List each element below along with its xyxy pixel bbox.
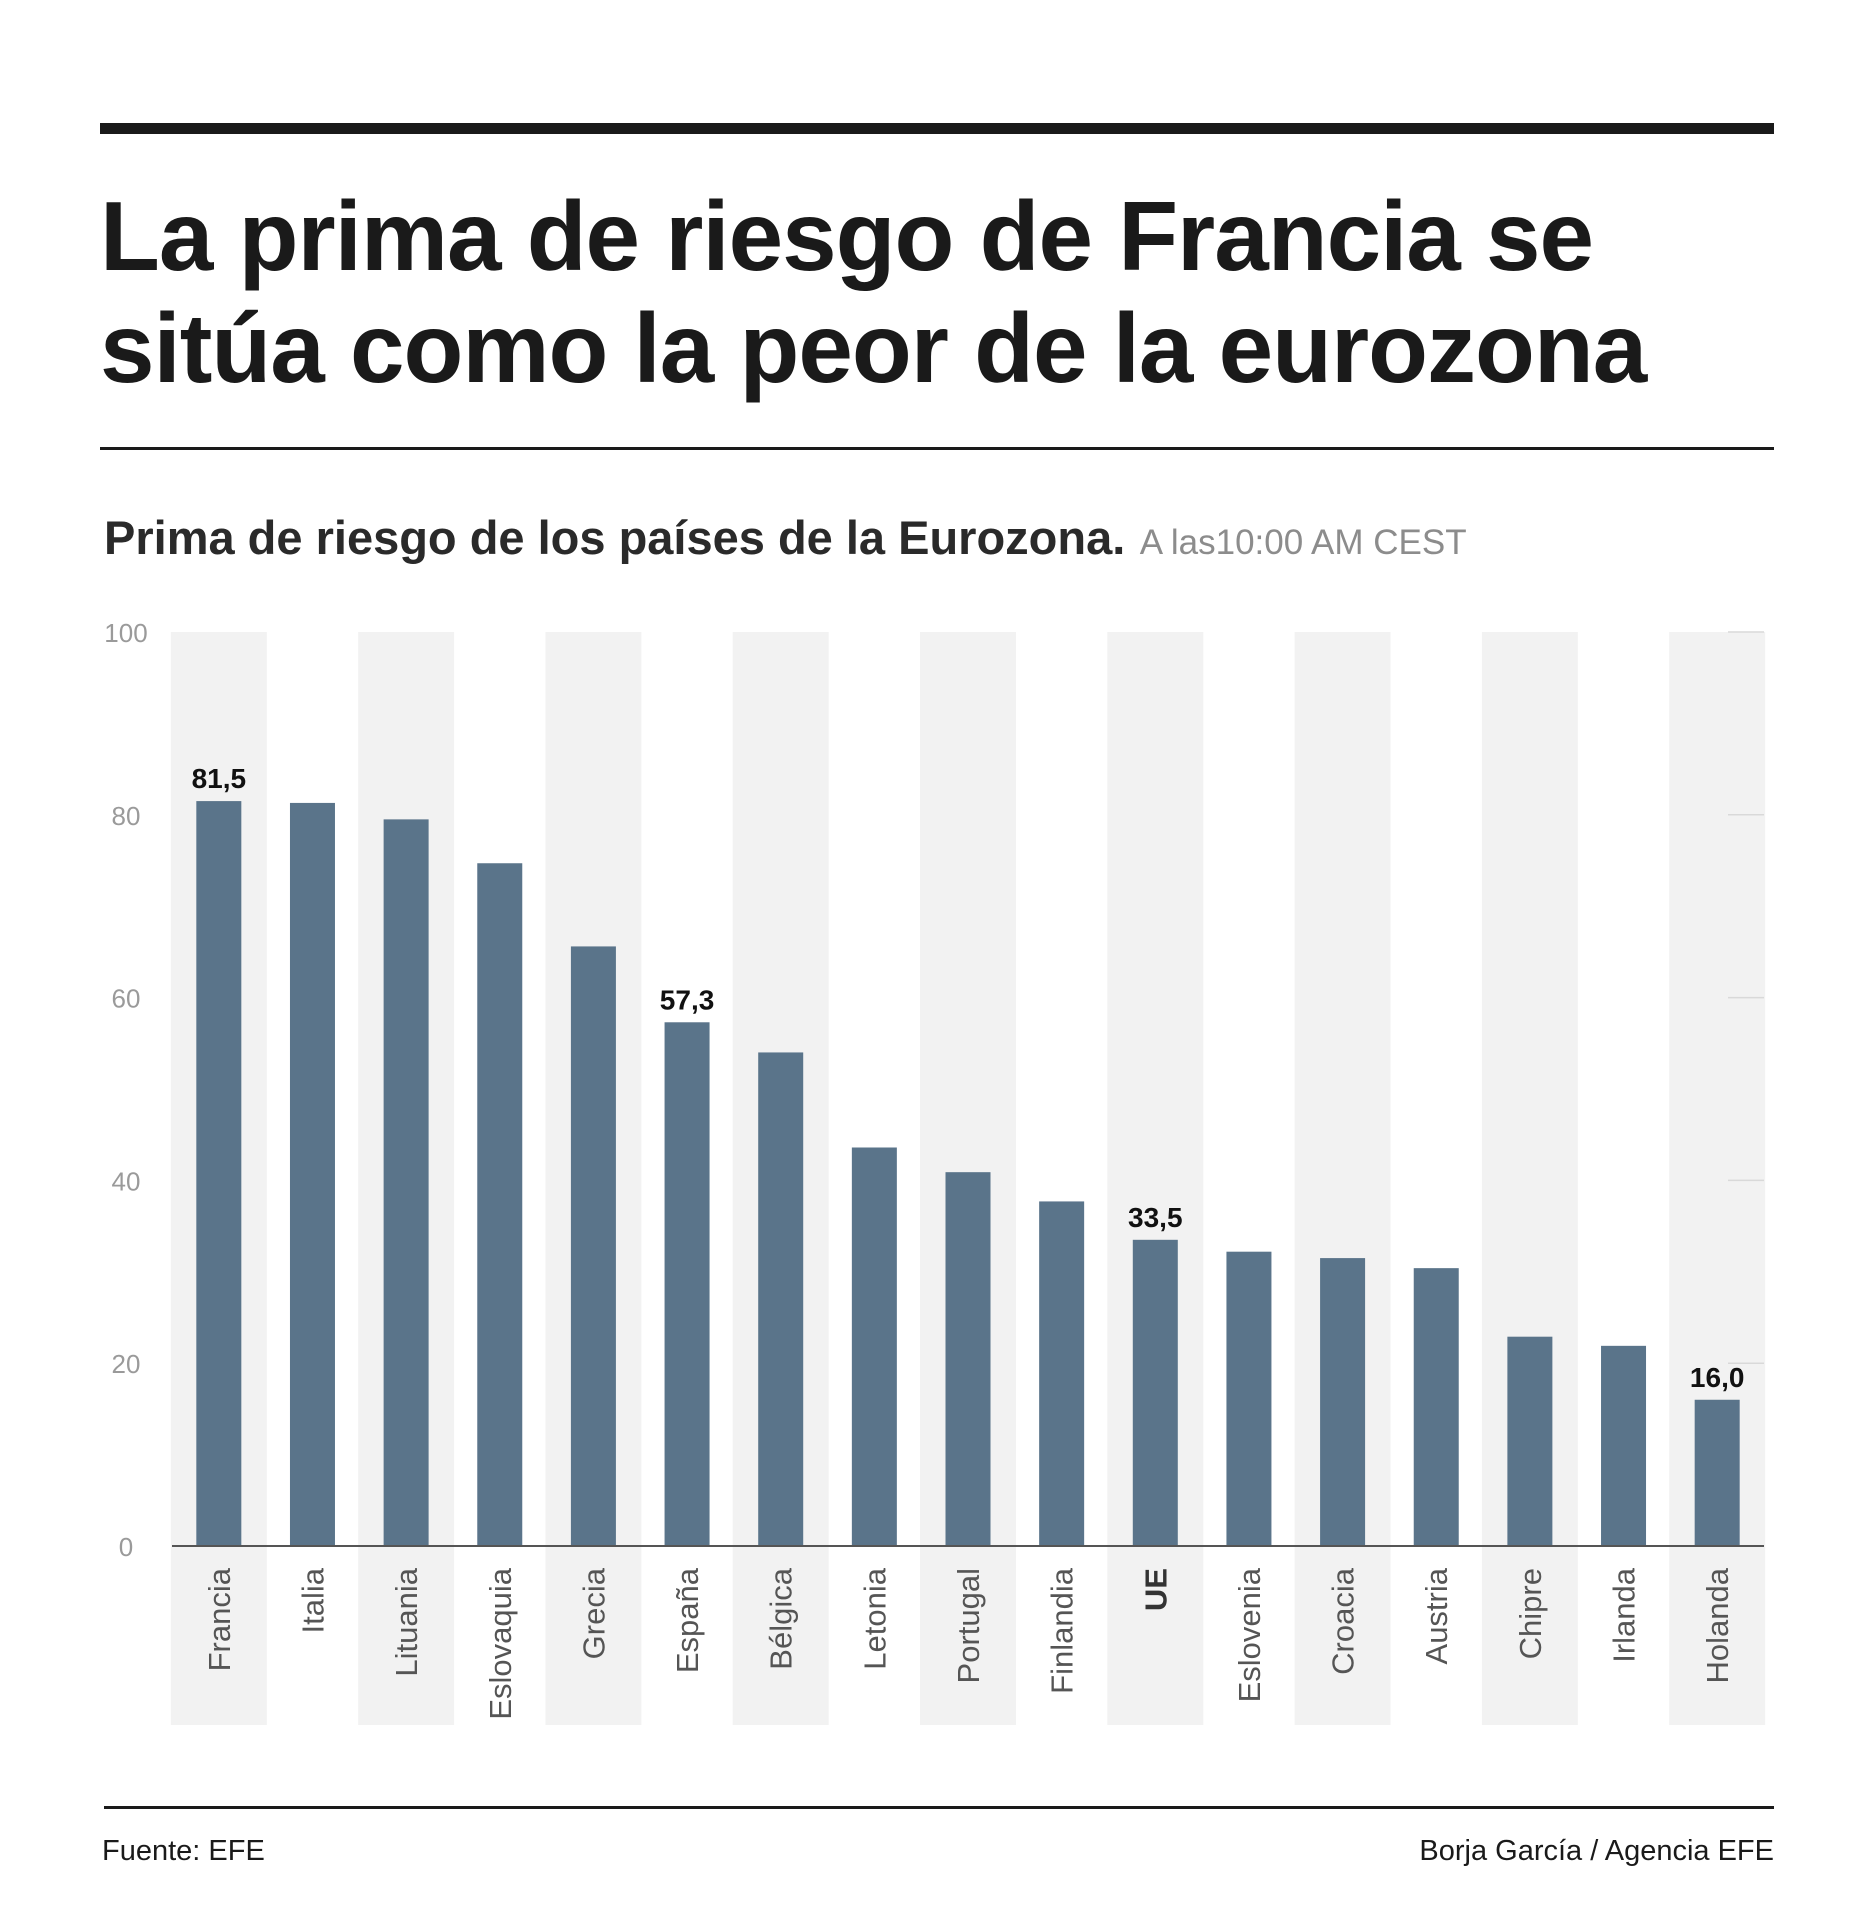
category-label: Irlanda	[1607, 1567, 1642, 1663]
top-rule	[100, 123, 1774, 134]
value-label: 16,0	[1690, 1362, 1745, 1393]
category-label: Italia	[295, 1567, 330, 1633]
bar	[664, 1022, 710, 1546]
bar	[196, 801, 242, 1546]
credit-note: Borja García / Agencia EFE	[1419, 1835, 1774, 1867]
bar	[1507, 1336, 1553, 1546]
bar	[851, 1147, 897, 1546]
category-label: Letonia	[857, 1567, 892, 1669]
bar	[945, 1172, 991, 1546]
bar	[289, 802, 335, 1546]
bar	[1694, 1399, 1740, 1546]
category-label: Portugal	[951, 1568, 986, 1683]
bar	[1226, 1251, 1272, 1546]
category-label: Francia	[202, 1567, 237, 1671]
value-label: 33,5	[1128, 1202, 1183, 1233]
subtitle-time-note: A las10:00 AM CEST	[1139, 523, 1467, 562]
column-band	[1107, 632, 1204, 1725]
value-labels: 81,5 57,3 33,5 16,0	[192, 763, 1745, 1393]
category-label: Bélgica	[764, 1567, 799, 1669]
bar	[1413, 1268, 1459, 1546]
chart-subtitle: Prima de riesgo de los países de la Euro…	[104, 510, 1784, 565]
footer-rule	[104, 1806, 1774, 1809]
y-tick-label: 0	[119, 1532, 133, 1562]
title-divider	[100, 447, 1774, 450]
bar	[477, 863, 523, 1546]
category-label: Holanda	[1700, 1567, 1735, 1683]
chart-title: La prima de riesgo de Francia se sitúa c…	[100, 181, 1647, 403]
category-label: Eslovenia	[1232, 1567, 1267, 1702]
category-label: Chipre	[1513, 1568, 1548, 1659]
value-label: 81,5	[192, 763, 247, 794]
category-label: Finlandia	[1045, 1567, 1080, 1694]
y-tick-label: 60	[112, 984, 141, 1014]
value-label: 57,3	[660, 984, 715, 1015]
column-band	[1294, 632, 1391, 1725]
source-note: Fuente: EFE	[102, 1835, 265, 1867]
category-labels: Francia Italia Lituania Eslovaquia Grecia Esp…	[202, 1567, 1735, 1719]
bar	[1320, 1258, 1366, 1546]
y-tick-label: 20	[112, 1349, 141, 1379]
bar	[1132, 1239, 1178, 1546]
bar	[383, 819, 429, 1546]
bar	[1601, 1345, 1647, 1546]
bar	[758, 1052, 804, 1546]
bar	[1039, 1201, 1085, 1546]
y-axis-labels: 0 20 40 60 80 100	[104, 618, 147, 1562]
y-tick-label: 40	[112, 1166, 141, 1196]
category-label: Austria	[1419, 1567, 1454, 1664]
y-tick-label: 100	[104, 618, 147, 648]
bar	[570, 946, 616, 1546]
subtitle-text: Prima de riesgo de los países de la Euro…	[104, 511, 1126, 564]
column-band	[1481, 632, 1578, 1725]
category-label: España	[670, 1567, 705, 1673]
column-band	[1669, 632, 1766, 1725]
category-label: Lituania	[389, 1567, 424, 1676]
category-label: Grecia	[576, 1567, 611, 1659]
category-label: Croacia	[1326, 1567, 1361, 1675]
category-label: UE	[1138, 1568, 1173, 1611]
right-tick-marks	[1728, 631, 1764, 1364]
category-label: Eslovaquia	[483, 1567, 518, 1719]
y-tick-label: 80	[112, 801, 141, 831]
bar-chart: 0 20 40 60 80 100 81,5 57,3 33,5 16,0 Francia Ita…	[104, 618, 1766, 1725]
bars	[196, 801, 1740, 1546]
